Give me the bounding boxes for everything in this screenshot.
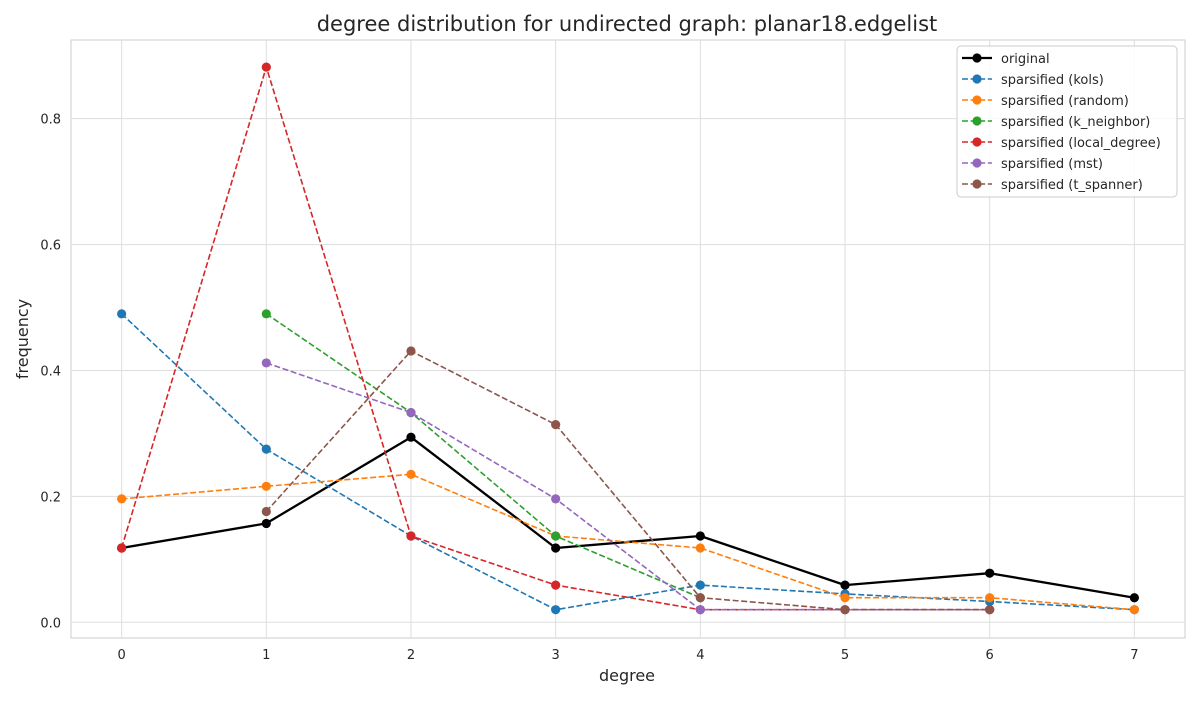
data-point	[985, 568, 995, 578]
legend-item: original	[962, 52, 1050, 67]
data-point	[551, 580, 561, 590]
data-point	[695, 605, 705, 615]
series-group	[117, 62, 1139, 615]
data-point	[261, 62, 271, 72]
y-tick-label: 0.8	[40, 113, 61, 128]
data-point	[406, 469, 416, 479]
legend-label: sparsified (kols)	[1001, 73, 1104, 88]
legend-label: sparsified (random)	[1001, 94, 1129, 109]
data-point	[695, 593, 705, 603]
legend-item: sparsified (local_degree)	[962, 136, 1161, 151]
data-point	[117, 543, 127, 553]
data-point	[695, 531, 705, 541]
x-tick-label: 0	[117, 648, 125, 663]
series-line	[265, 313, 701, 599]
data-point	[840, 580, 850, 590]
legend-swatch-marker	[972, 179, 982, 189]
x-tick-label: 6	[986, 648, 994, 663]
legend-swatch-marker	[972, 137, 982, 147]
x-tick-label: 3	[552, 648, 560, 663]
data-point	[261, 518, 271, 529]
legend-box	[956, 45, 1178, 198]
data-point	[1129, 605, 1139, 615]
series-line	[266, 362, 990, 611]
data-point	[117, 494, 127, 504]
data-point	[261, 444, 271, 454]
data-point	[985, 605, 995, 615]
data-point	[840, 605, 850, 615]
x-tick-label: 2	[407, 648, 415, 663]
x-tick-label: 5	[841, 648, 849, 663]
legend-item: sparsified (kols)	[962, 73, 1104, 88]
data-point	[261, 506, 271, 517]
legend-item: sparsified (mst)	[962, 157, 1103, 172]
y-tick-label: 0.4	[40, 364, 61, 379]
data-point	[551, 420, 561, 430]
data-point	[551, 543, 561, 553]
series-2	[117, 469, 1139, 615]
data-point	[1129, 593, 1139, 603]
data-point	[695, 580, 705, 590]
x-tick-label: 7	[1130, 648, 1138, 663]
legend-label: original	[1001, 52, 1050, 67]
legend: original sparsified (kols) sparsified (ran…	[956, 45, 1178, 198]
legend-item: sparsified (random)	[962, 94, 1129, 109]
legend-label: sparsified (mst)	[1001, 157, 1103, 172]
series-6	[261, 346, 995, 615]
data-point	[551, 531, 561, 541]
series-line	[265, 350, 990, 611]
legend-swatch-marker	[972, 74, 982, 84]
data-point	[406, 432, 416, 442]
data-point	[117, 309, 127, 319]
data-point	[695, 543, 705, 553]
series-line	[121, 313, 1135, 611]
legend-swatch-marker	[972, 95, 982, 105]
data-point	[261, 309, 271, 319]
y-axis-label: frequency	[13, 299, 32, 379]
data-point	[840, 593, 850, 603]
data-point	[406, 531, 416, 541]
legend-label: sparsified (k_neighbor)	[1001, 115, 1150, 130]
legend-label: sparsified (t_spanner)	[1001, 178, 1143, 193]
data-point	[551, 494, 561, 504]
tick-labels: 0 1 2 3 4 5 6 7 0.0 0.2 0.4 0.6 0.8	[40, 113, 1138, 663]
x-tick-label: 1	[262, 648, 270, 663]
legend-swatch-marker	[972, 158, 982, 168]
data-point	[261, 481, 271, 491]
legend-swatch-marker	[972, 116, 982, 126]
y-tick-label: 0.6	[40, 239, 61, 254]
legend-item: sparsified (t_spanner)	[962, 178, 1143, 193]
x-tick-label: 4	[696, 648, 704, 663]
legend-swatch-marker	[972, 53, 982, 63]
chart-title: degree distribution for undirected graph…	[317, 12, 938, 36]
y-tick-label: 0.0	[40, 616, 61, 631]
data-point	[406, 346, 416, 356]
x-axis-label: degree	[599, 666, 655, 685]
legend-item: sparsified (k_neighbor)	[962, 115, 1150, 130]
data-point	[551, 605, 561, 615]
data-point	[985, 593, 995, 603]
series-line	[121, 473, 1135, 611]
legend-label: sparsified (local_degree)	[1001, 136, 1161, 151]
data-point	[406, 408, 416, 418]
y-tick-label: 0.2	[40, 490, 61, 505]
data-point	[261, 358, 271, 368]
